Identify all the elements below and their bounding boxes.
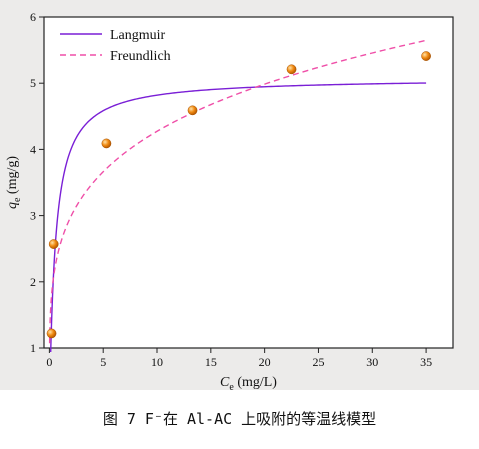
data-point: [421, 51, 431, 61]
chart-svg: 0 5 10 15 20 25 30 35 1 2 3 4 5 6 Ce (mg/L) qe (mg/g) La…: [5, 10, 454, 390]
legend-label-freundlich: Freundlich: [110, 49, 171, 64]
x-axis-title: Ce (mg/L): [220, 375, 277, 390]
data-point: [46, 328, 57, 339]
legend-label-langmuir: Langmuir: [110, 28, 166, 43]
data-point: [286, 64, 297, 75]
data-point: [101, 138, 112, 149]
y-tick-label: 5: [30, 76, 36, 90]
x-tick-label: 10: [151, 355, 163, 369]
y-tick-label: 6: [30, 10, 36, 24]
x-tick-label: 30: [366, 355, 378, 369]
x-tick-label: 35: [420, 355, 432, 369]
y-tick-label: 4: [30, 142, 36, 156]
x-tick-label: 25: [312, 355, 324, 369]
y-axis-title: qe (mg/g): [5, 156, 23, 209]
series-langmuir-line: [50, 82, 427, 353]
x-tick-label: 0: [46, 355, 52, 369]
x-tick-label: 20: [259, 355, 271, 369]
data-point: [187, 105, 198, 116]
chart-figure: 0 5 10 15 20 25 30 35 1 2 3 4 5 6 Ce (mg/L) qe (mg/g) La…: [0, 0, 479, 390]
plot-area: [43, 16, 454, 349]
x-tick-label: 5: [100, 355, 106, 369]
y-tick-label: 3: [30, 209, 36, 223]
x-tick-label: 15: [205, 355, 217, 369]
y-tick-label: 2: [30, 275, 36, 289]
y-tick-label: 1: [30, 341, 36, 355]
figure-caption: 图 7 F⁻在 Al-AC 上吸附的等温线模型: [102, 410, 377, 428]
data-point: [48, 239, 59, 249]
